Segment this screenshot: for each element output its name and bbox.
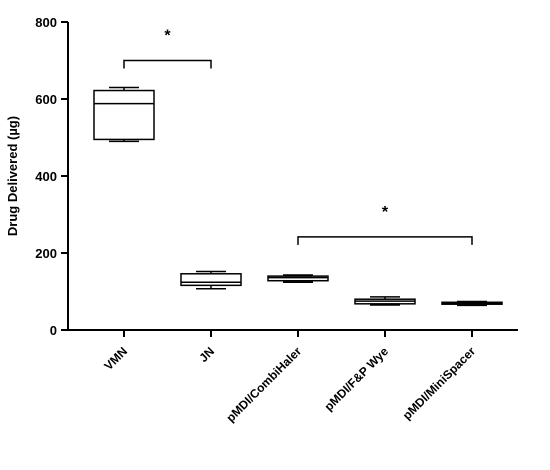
box-2 — [180, 270, 242, 290]
significance-star: * — [164, 28, 171, 45]
box-5 — [441, 300, 503, 307]
bracket-line — [297, 236, 473, 245]
y-tick-label: 0 — [50, 323, 57, 338]
x-axis: VMN JN pMDI/CombiHaler pMDI/F&P Wye pMDI/Min… — [68, 329, 518, 425]
box-4 — [354, 296, 416, 306]
y-tick-label: 600 — [35, 92, 57, 107]
y-axis: 0 200 400 600 800 — [35, 15, 69, 338]
significance-bracket-2: * — [297, 204, 473, 245]
box-3 — [267, 274, 329, 284]
significance-bracket-1: * — [123, 28, 212, 69]
iqr-box — [267, 275, 329, 282]
y-tick-label: 400 — [35, 169, 57, 184]
iqr-box — [180, 273, 242, 287]
iqr-box — [93, 89, 155, 141]
significance-star: * — [382, 204, 389, 221]
x-tick-label: pMDI/MiniSpacer — [400, 344, 478, 422]
y-tick-label: 200 — [35, 246, 57, 261]
y-tick-label: 800 — [35, 15, 57, 30]
significance-annotations: ** — [123, 28, 473, 245]
bracket-line — [123, 59, 212, 69]
box-plot-series — [93, 86, 503, 307]
box-1 — [93, 86, 155, 143]
x-tick-label: JN — [196, 344, 217, 365]
y-axis-label: Drug Delivered (µg) — [5, 116, 20, 236]
x-tick-label: pMDI/F&P Wye — [322, 344, 392, 414]
x-tick-label: VMN — [101, 344, 130, 373]
x-tick-label: pMDI/CombiHaler — [224, 344, 305, 425]
